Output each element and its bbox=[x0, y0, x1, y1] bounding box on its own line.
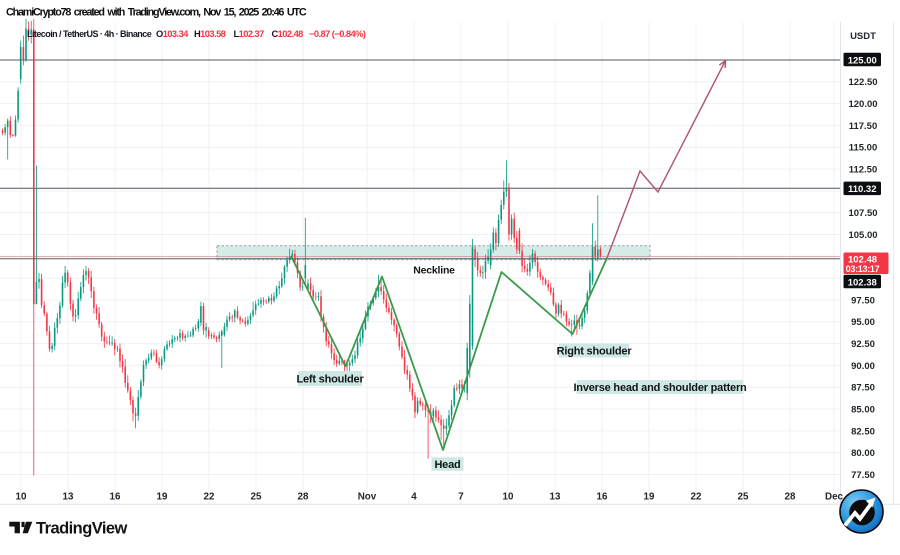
svg-text:03:13:17: 03:13:17 bbox=[846, 264, 880, 274]
svg-text:97.50: 97.50 bbox=[851, 295, 875, 306]
svg-text:4: 4 bbox=[411, 492, 417, 503]
svg-text:O103.34: O103.34 bbox=[156, 29, 189, 39]
svg-text:102.38: 102.38 bbox=[848, 277, 877, 288]
svg-text:115.00: 115.00 bbox=[849, 143, 878, 154]
svg-text:82.50: 82.50 bbox=[851, 426, 875, 437]
svg-text:105.00: 105.00 bbox=[848, 230, 877, 241]
svg-text:Neckline: Neckline bbox=[413, 264, 455, 276]
svg-text:85.00: 85.00 bbox=[851, 404, 875, 415]
svg-text:TradingView: TradingView bbox=[36, 520, 128, 538]
svg-text:25: 25 bbox=[251, 492, 262, 503]
svg-text:10: 10 bbox=[16, 492, 27, 503]
svg-text:28: 28 bbox=[785, 492, 796, 503]
svg-text:80.00: 80.00 bbox=[851, 448, 875, 459]
svg-text:22: 22 bbox=[204, 492, 215, 503]
svg-text:92.50: 92.50 bbox=[851, 339, 875, 350]
svg-text:13: 13 bbox=[550, 492, 561, 503]
svg-text:Litecoin / TetherUS · 4h · Bin: Litecoin / TetherUS · 4h · Binance bbox=[27, 29, 152, 39]
svg-text:Head: Head bbox=[434, 459, 460, 471]
svg-text:90.00: 90.00 bbox=[851, 361, 875, 372]
svg-text:7: 7 bbox=[458, 492, 464, 503]
svg-text:110.32: 110.32 bbox=[848, 184, 877, 195]
svg-text:87.50: 87.50 bbox=[851, 383, 875, 394]
svg-text:Left shoulder: Left shoulder bbox=[296, 373, 364, 385]
svg-text:Dec: Dec bbox=[825, 492, 844, 503]
svg-text:120.00: 120.00 bbox=[848, 99, 877, 110]
svg-text:107.50: 107.50 bbox=[848, 208, 877, 219]
svg-text:122.50: 122.50 bbox=[848, 77, 877, 88]
svg-text:ChamiCrypto78 created with Tra: ChamiCrypto78 created with TradingView.c… bbox=[6, 7, 307, 19]
svg-text:H103.58: H103.58 bbox=[194, 29, 226, 39]
svg-text:125.00: 125.00 bbox=[848, 55, 877, 66]
svg-text:19: 19 bbox=[157, 492, 168, 503]
svg-text:USDT: USDT bbox=[850, 31, 876, 42]
svg-text:117.50: 117.50 bbox=[849, 121, 878, 132]
svg-text:102.48: 102.48 bbox=[848, 255, 877, 266]
svg-text:112.50: 112.50 bbox=[849, 165, 878, 176]
svg-text:Nov: Nov bbox=[358, 492, 377, 503]
svg-text:19: 19 bbox=[644, 492, 655, 503]
svg-text:95.00: 95.00 bbox=[851, 317, 875, 328]
svg-text:Right shoulder: Right shoulder bbox=[557, 345, 633, 357]
svg-text:16: 16 bbox=[110, 492, 121, 503]
svg-text:L102.37: L102.37 bbox=[234, 29, 265, 39]
svg-text:25: 25 bbox=[738, 492, 749, 503]
svg-text:16: 16 bbox=[597, 492, 608, 503]
svg-text:−0.87 (−0.84%): −0.87 (−0.84%) bbox=[309, 29, 366, 39]
svg-text:Inverse head and shoulder patt: Inverse head and shoulder pattern bbox=[573, 382, 747, 394]
svg-text:13: 13 bbox=[63, 492, 74, 503]
svg-text:28: 28 bbox=[298, 492, 309, 503]
svg-text:C102.48: C102.48 bbox=[272, 29, 304, 39]
svg-text:22: 22 bbox=[691, 492, 702, 503]
svg-text:77.50: 77.50 bbox=[851, 470, 875, 481]
svg-text:10: 10 bbox=[503, 492, 514, 503]
